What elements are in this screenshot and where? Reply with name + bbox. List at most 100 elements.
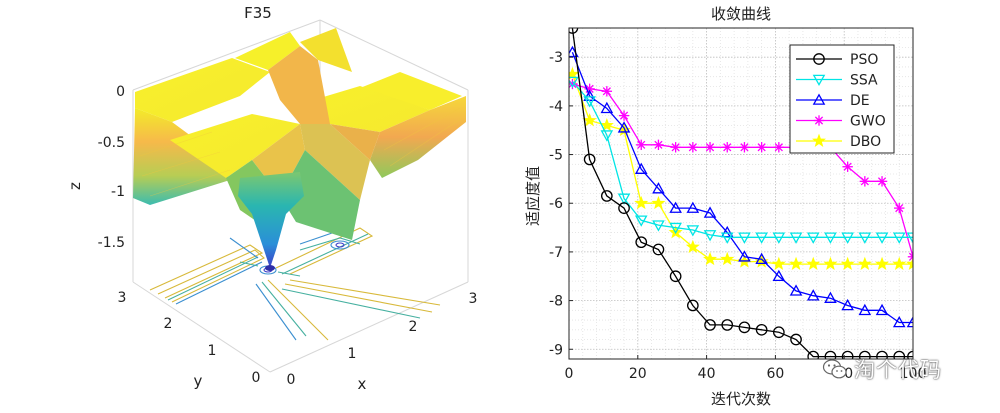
surface-right-channel [330,124,380,160]
data-point [703,251,718,266]
data-point [841,350,854,359]
y-tick-label: -8 [549,294,563,310]
y-tick-label: -6 [549,196,563,212]
data-point [858,232,872,244]
legend-label: DE [850,93,870,109]
data-point [634,162,648,174]
data-point [686,225,700,237]
y-tick-label: -7 [549,245,563,261]
data-point [653,139,664,151]
data-point [669,270,682,283]
legend-label: GWO [850,114,886,130]
data-point [687,142,699,153]
convergence-axes-frame [568,27,914,360]
legend-entry-de: DE [796,93,870,109]
x-tick-label: 20 [629,366,647,382]
data-point [601,86,613,97]
surface-title: F35 [244,4,272,22]
data-point [824,232,837,244]
data-point [875,303,889,316]
y-tick-label: -3 [549,50,563,66]
convergence-ylabel: 适应度值 [524,166,542,226]
data-point [812,93,826,105]
convergence-chart-panel: 收敛曲线 0 20 40 60 80 100 -3 -4 -5 -6 -7 -8 -9 迭代次数 适应… [524,5,926,408]
data-point [790,333,802,346]
series-ssa [569,76,913,244]
convergence-y-ticks: -3 -4 -5 -6 -7 -8 -9 [549,50,573,358]
data-point [652,243,665,256]
x-tick-label: 2 [409,319,418,335]
legend-entry-ssa: SSA [796,73,878,89]
data-point [704,319,716,331]
surface-deep-well [238,172,304,268]
surface-back-ridge-2 [300,28,352,72]
x-tick-label: 80 [835,366,853,382]
data-point [892,315,906,328]
data-point [739,142,750,153]
data-point [582,113,597,127]
y-tick-label: 0 [252,370,261,386]
data-point [569,28,579,34]
convergence-legend: PSO SSA DE GWO DBO [789,44,895,154]
data-point [755,252,768,265]
data-point [670,142,681,153]
data-point [738,232,751,244]
data-point [892,256,907,271]
surface-center-channel-left [252,124,305,196]
data-point [636,139,647,151]
data-point [813,115,825,126]
surface-zlabel: z [66,182,84,190]
data-point [813,53,825,65]
convergence-title: 收敛曲线 [711,5,771,23]
data-point [824,291,837,303]
surface-x-ticks: 0 1 2 3 [287,291,478,388]
x-tick-label: 40 [698,366,716,382]
data-point [771,256,786,271]
x-tick-label: 0 [287,372,296,388]
data-point [635,236,648,249]
series-pso [569,28,913,359]
surface-left-plateau [135,58,270,122]
data-point [583,96,596,108]
data-point [686,299,699,312]
data-point [906,256,913,271]
data-point [858,350,871,359]
data-point [906,315,913,328]
surface-well-bottom [265,265,275,271]
surface-front-plateau [170,114,300,178]
data-point [703,206,717,218]
data-point [569,76,579,89]
surface-mesh [133,28,466,271]
surface-ylabel: y [194,372,203,390]
legend-box [789,44,895,154]
legend-entry-gwo: GWO [796,114,886,130]
data-point [669,222,682,235]
data-point [617,193,631,205]
data-point [618,202,630,214]
y-tick-label: -9 [549,342,563,358]
x-tick-label: 60 [766,366,784,382]
data-point [651,195,666,210]
y-tick-label: -5 [549,148,563,164]
data-point [617,122,632,137]
x-tick-label: 1 [348,346,357,362]
z-tick-label: -1.5 [98,235,125,251]
data-point [618,110,630,121]
data-point [600,130,614,142]
data-point [703,230,717,242]
data-point [754,254,769,268]
surface-y-ticks: 3 2 1 0 [118,290,261,386]
convergence-xlabel: 迭代次数 [711,390,771,408]
data-point [669,201,682,213]
data-point [773,142,785,153]
data-point [840,256,855,271]
data-point [824,350,837,359]
data-point [617,121,631,133]
data-point [755,323,768,336]
x-tick-label: 3 [469,291,478,307]
data-point [634,215,648,227]
z-tick-label: -0.5 [98,135,125,151]
surface-plot-panel: F35 [66,4,477,393]
surface-right-plateau [300,86,430,132]
data-point [685,239,700,253]
